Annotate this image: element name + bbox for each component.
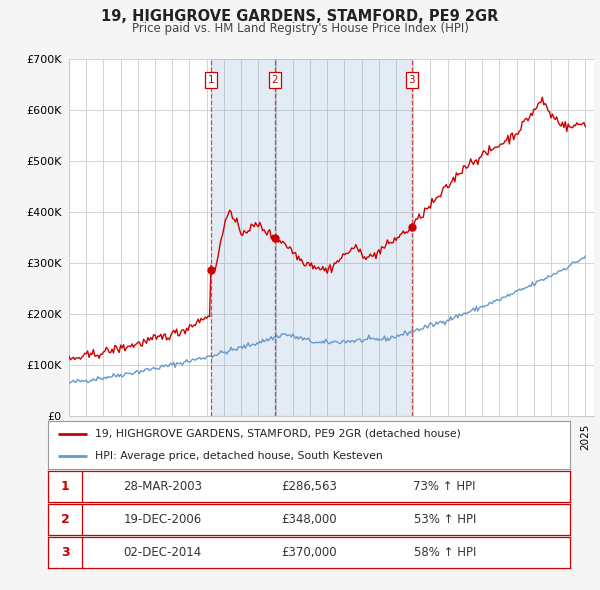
Text: 73% ↑ HPI: 73% ↑ HPI [413, 480, 476, 493]
Text: 19, HIGHGROVE GARDENS, STAMFORD, PE9 2GR: 19, HIGHGROVE GARDENS, STAMFORD, PE9 2GR [101, 9, 499, 24]
Text: 28-MAR-2003: 28-MAR-2003 [124, 480, 202, 493]
Text: £370,000: £370,000 [281, 546, 337, 559]
Text: 58% ↑ HPI: 58% ↑ HPI [413, 546, 476, 559]
Text: 19-DEC-2006: 19-DEC-2006 [124, 513, 202, 526]
Bar [211, 59, 275, 416]
Text: 19, HIGHGROVE GARDENS, STAMFORD, PE9 2GR (detached house): 19, HIGHGROVE GARDENS, STAMFORD, PE9 2GR… [95, 429, 461, 439]
Text: HPI: Average price, detached house, South Kesteven: HPI: Average price, detached house, Sout… [95, 451, 383, 461]
Text: 02-DEC-2014: 02-DEC-2014 [124, 546, 202, 559]
Text: £286,563: £286,563 [281, 480, 337, 493]
Text: 1: 1 [208, 75, 214, 85]
Bar [275, 59, 412, 416]
Text: 3: 3 [409, 75, 415, 85]
Text: £348,000: £348,000 [281, 513, 337, 526]
Text: 3: 3 [61, 546, 70, 559]
Text: Price paid vs. HM Land Registry's House Price Index (HPI): Price paid vs. HM Land Registry's House … [131, 22, 469, 35]
Text: 2: 2 [272, 75, 278, 85]
Text: 1: 1 [61, 480, 70, 493]
Text: 53% ↑ HPI: 53% ↑ HPI [413, 513, 476, 526]
Text: 2: 2 [61, 513, 70, 526]
